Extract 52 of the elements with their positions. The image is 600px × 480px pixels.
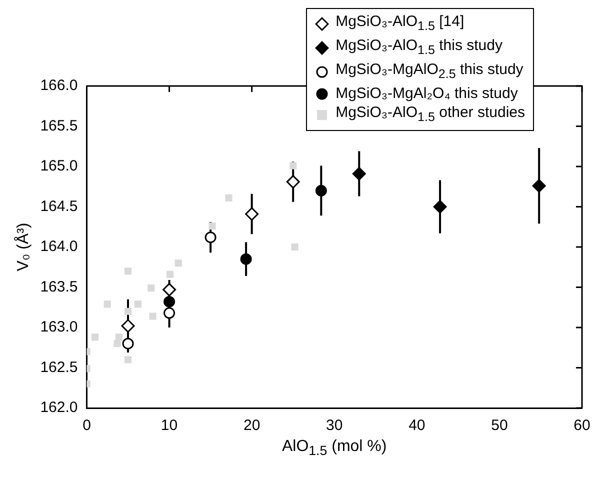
- point: [286, 175, 300, 189]
- y-tick-label: 163.5: [40, 278, 78, 296]
- point: [149, 312, 156, 320]
- point: [124, 268, 132, 275]
- point: [115, 334, 122, 341]
- x-tick-label: 30: [326, 417, 343, 434]
- point: [174, 260, 182, 267]
- y-tick-label: 165.5: [40, 117, 78, 134]
- x-tick-label: 60: [574, 417, 590, 434]
- x-tick-label: 0: [82, 417, 91, 434]
- legend-label: MgSiO₃-AlO$_{1.5}$ [14]: [336, 12, 464, 35]
- y-axis-title: V₀ (Å³): [14, 222, 32, 272]
- y-tick-label: 165.0: [40, 158, 78, 175]
- point: [91, 334, 99, 341]
- x-tick-label: 20: [243, 417, 260, 434]
- point: [291, 243, 298, 251]
- point: [245, 207, 259, 221]
- point: [122, 338, 134, 350]
- point: [134, 300, 142, 308]
- point: [121, 319, 135, 333]
- point: [204, 232, 216, 244]
- point: [166, 270, 174, 278]
- y-tick-label: 162.0: [40, 399, 78, 416]
- y-tick-label: 162.5: [40, 358, 78, 376]
- x-tick-label: 40: [408, 417, 426, 434]
- legend-label: MgSiO₃-MgAl₂O₄ this study: [336, 84, 518, 103]
- legend-label: MgSiO₃-AlO$_{1.5}$ other studies: [336, 103, 525, 126]
- point: [148, 284, 155, 292]
- point: [208, 222, 216, 230]
- point: [532, 179, 546, 193]
- point: [124, 356, 132, 364]
- x-tick-label: 50: [491, 417, 508, 434]
- point: [290, 162, 297, 170]
- y-tick-label: 164.5: [40, 198, 78, 215]
- y-tick-label: 166.0: [40, 77, 78, 94]
- point: [225, 194, 232, 202]
- legend-label: MgSiO₃-MgAlO$_{2.5}$ this study: [336, 60, 524, 83]
- point: [315, 184, 327, 196]
- x-tick-label: 10: [160, 417, 178, 434]
- point: [164, 307, 176, 319]
- point: [124, 308, 132, 315]
- legend-label: MgSiO₃-AlO$_{1.5}$ this study: [336, 36, 502, 59]
- point: [114, 340, 121, 348]
- point: [162, 282, 176, 296]
- point: [164, 296, 176, 308]
- point: [104, 300, 111, 308]
- point: [240, 253, 252, 265]
- point: [433, 200, 447, 214]
- point: [352, 166, 366, 180]
- y-tick-label: 163.0: [40, 318, 78, 336]
- y-tick-label: 164.0: [40, 238, 78, 256]
- x-axis-title: AlO$_{1.5}$ (mol %): [282, 438, 387, 458]
